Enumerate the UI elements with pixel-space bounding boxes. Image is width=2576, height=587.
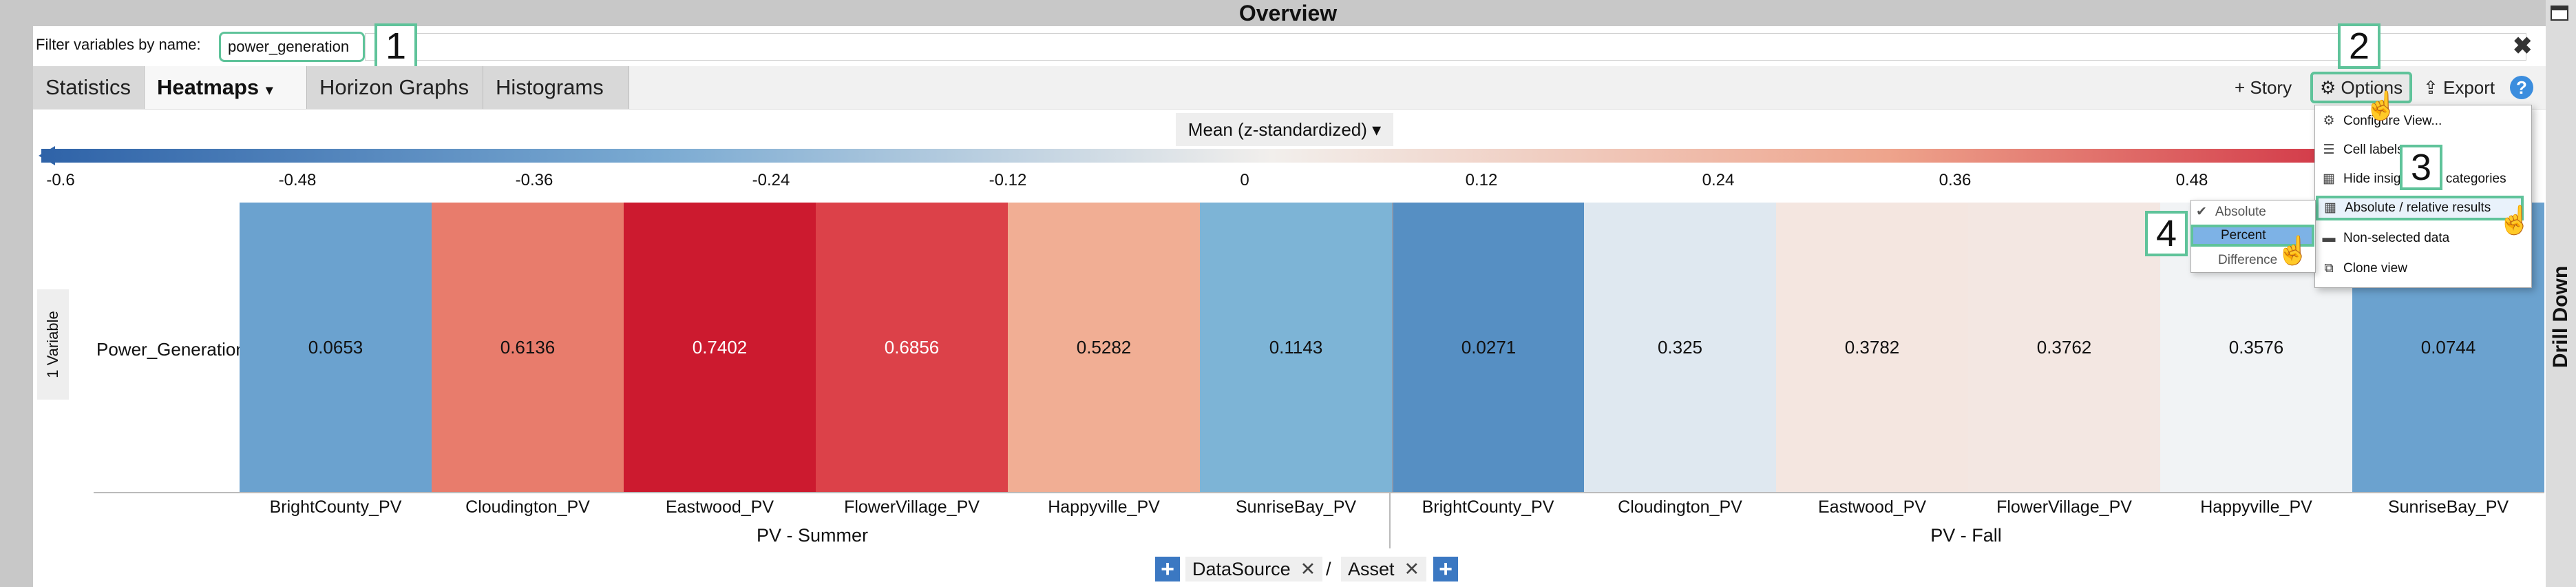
export-button[interactable]: ⇪ Export: [2423, 77, 2495, 98]
menu-item-clone-view[interactable]: ⧉ Clone view: [2321, 256, 2407, 281]
tab-histograms[interactable]: Histograms: [483, 66, 629, 109]
menu-item-label: Non-selected data: [2343, 231, 2450, 245]
hand-cursor-icon: ☝: [2498, 205, 2532, 236]
clear-filter-icon[interactable]: ✖: [2513, 33, 2533, 59]
menu-item-label: Configure View...: [2343, 114, 2442, 128]
breadcrumb-asset-label: Asset: [1348, 559, 1395, 579]
gear-icon: ⚙: [2323, 114, 2335, 128]
heatmap-cell[interactable]: 0.0271: [1392, 203, 1584, 492]
variables-side-tab[interactable]: 1 Variable: [37, 289, 69, 400]
labels-icon: ☰: [2323, 143, 2335, 157]
right-strip: [2546, 0, 2576, 587]
aggregation-label: Mean (z-standardized): [1187, 119, 1367, 140]
column-label: Happyville_PV: [2200, 497, 2312, 517]
heatmap-cell[interactable]: 0.325: [1584, 203, 1776, 492]
column-label: Eastwood_PV: [665, 497, 774, 517]
chevron-down-icon: ▾: [1372, 119, 1382, 140]
scale-tick-label: -0.6: [46, 171, 75, 189]
scale-tick-label: -0.36: [515, 171, 553, 189]
column-label: FlowerVillage_PV: [844, 497, 980, 517]
tab-heatmaps[interactable]: Heatmaps ▾: [145, 66, 307, 109]
submenu-item-absolute[interactable]: ✔ Absolute: [2196, 201, 2266, 223]
heatmap-cell[interactable]: 0.1143: [1200, 203, 1392, 492]
remove-icon[interactable]: ✕: [1404, 559, 1420, 579]
heatmap-cell[interactable]: 0.0653: [240, 203, 432, 492]
submenu-item-percent[interactable]: Percent: [2190, 225, 2314, 247]
drill-down-label: Drill Down: [2549, 265, 2572, 369]
heatmap-cell[interactable]: 0.6856: [816, 203, 1008, 492]
heatmap-cell[interactable]: 0.3782: [1776, 203, 1968, 492]
clone-icon: ⧉: [2324, 261, 2334, 276]
heatmap-cell[interactable]: 0.5282: [1008, 203, 1200, 492]
menu-item-label: Cell labels: [2343, 143, 2404, 157]
filter-label: Filter variables by name:: [36, 36, 201, 53]
breadcrumb-separator: /: [1326, 559, 1331, 579]
bars-icon: ▬: [2322, 231, 2336, 245]
scale-tick-label: 0: [1240, 171, 1249, 189]
remove-icon[interactable]: ✕: [1300, 559, 1316, 579]
group-label-fall: PV - Fall: [1930, 525, 2002, 546]
filter-bar: [365, 33, 2526, 61]
menu-item-cell-labels[interactable]: ☰ Cell labels: [2321, 138, 2404, 163]
aggregation-select[interactable]: Mean (z-standardized) ▾: [1176, 113, 1393, 146]
add-level-right-button[interactable]: +: [1433, 557, 1458, 581]
chevron-down-icon: ▾: [266, 83, 273, 98]
column-label: SunriseBay_PV: [1235, 497, 1357, 517]
heatmap-cell[interactable]: 0.7402: [624, 203, 816, 492]
step-badge-3: 3: [2400, 145, 2442, 190]
scale-tick-label: -0.12: [989, 171, 1027, 189]
column-label: Eastwood_PV: [1817, 497, 1927, 517]
breadcrumb-datasource[interactable]: DataSource ✕: [1185, 557, 1323, 581]
column-label: SunriseBay_PV: [2387, 497, 2509, 517]
scale-tick-label: 0.48: [2175, 171, 2208, 189]
menu-item-configure-view[interactable]: ⚙ Configure View...: [2321, 109, 2442, 134]
column-label: BrightCounty_PV: [1422, 497, 1554, 517]
color-scale-bar: [41, 149, 2503, 163]
tab-statistics[interactable]: Statistics: [33, 66, 145, 109]
filter-input[interactable]: power_generation: [219, 32, 365, 62]
column-label: Happyville_PV: [1048, 497, 1160, 517]
column-label: BrightCounty_PV: [269, 497, 402, 517]
menu-item-absolute-relative[interactable]: ▦ Absolute / relative results: [2316, 196, 2524, 220]
options-button[interactable]: ⚙ Options: [2310, 72, 2413, 103]
variables-count-label: 1 Variable: [44, 311, 61, 378]
heatmap-cell[interactable]: 0.6136: [432, 203, 624, 492]
scale-tick-label: 0.12: [1465, 171, 1498, 189]
scale-tick-label: -0.48: [278, 171, 317, 189]
story-button[interactable]: + Story: [2235, 77, 2292, 98]
menu-item-non-selected-data[interactable]: ▬ Non-selected data: [2321, 226, 2450, 251]
grid-icon: ▦: [2323, 172, 2335, 186]
window-title: Overview: [1238, 1, 1338, 25]
column-label: Cloudington_PV: [1618, 497, 1742, 517]
breadcrumb-datasource-label: DataSource: [1192, 559, 1291, 579]
grid-icon: ▦: [2324, 200, 2336, 215]
maximize-icon[interactable]: [2551, 6, 2568, 21]
column-label: FlowerVillage_PV: [1996, 497, 2132, 517]
heatmap-cell[interactable]: 0.3762: [1968, 203, 2160, 492]
add-level-left-button[interactable]: +: [1155, 557, 1180, 581]
tab-horizon-graphs[interactable]: Horizon Graphs: [307, 66, 483, 109]
step-badge-4: 4: [2145, 211, 2188, 256]
column-label: Cloudington_PV: [465, 497, 590, 517]
step-badge-1: 1: [374, 23, 417, 69]
tab-heatmaps-label: Heatmaps: [157, 75, 260, 99]
row-label: Power_Generation: [96, 339, 246, 360]
submenu-label: Absolute: [2215, 205, 2266, 219]
submenu-item-difference[interactable]: Difference: [2218, 253, 2278, 267]
scale-tick-label: 0.36: [1939, 171, 1972, 189]
group-divider: [1389, 493, 1391, 548]
help-icon[interactable]: ?: [2510, 76, 2533, 99]
scale-tick-label: 0.24: [1702, 171, 1735, 189]
axis-line: [94, 492, 2544, 493]
menu-item-label: Clone view: [2343, 261, 2407, 276]
hand-cursor-icon: ☝: [2276, 236, 2310, 266]
scale-tick-label: -0.24: [752, 171, 790, 189]
group-label-summer: PV - Summer: [756, 525, 869, 546]
breadcrumb-asset[interactable]: Asset ✕: [1341, 557, 1427, 581]
drill-down-panel[interactable]: Drill Down: [2547, 255, 2575, 379]
check-icon: ✔: [2196, 205, 2207, 219]
menu-item-label: Absolute / relative results: [2345, 200, 2491, 215]
hand-cursor-icon: ☝: [2364, 91, 2398, 121]
step-badge-2: 2: [2338, 23, 2380, 69]
